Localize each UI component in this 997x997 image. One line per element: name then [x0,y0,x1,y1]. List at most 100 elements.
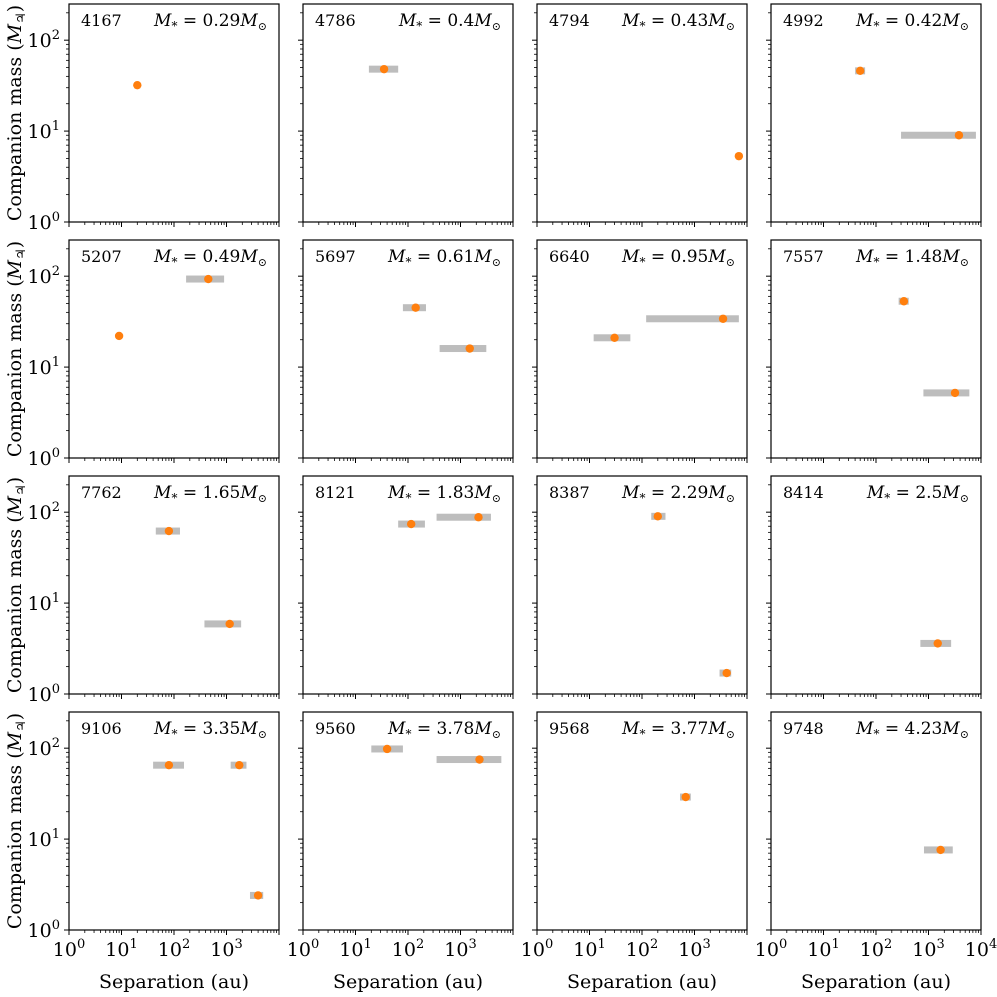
mass-unit-sub: ⊙ [726,256,735,269]
errorbar-7762 [204,620,242,628]
stellar-mass-label: M* = 0.95M⊙ [621,247,735,269]
mass-sub: * [639,491,645,505]
x-tick-label: 103 [912,937,944,961]
x-tick-label: 101 [339,937,371,961]
panel-8121: 8121 M* = 1.83M⊙ [298,475,514,699]
stellar-mass-label: M* = 3.77M⊙ [621,719,735,741]
mass-value: = 0.4 [422,11,474,31]
mass-sub: * [405,491,411,505]
y-tick-base: 10 [28,593,52,615]
mass-unit-sub: ⊙ [258,728,267,741]
panel-4794: 4794 M* = 0.43M⊙ [532,3,748,227]
panel-id-label: 5207 [81,247,122,266]
x-tick-base: 10 [678,939,702,961]
mass-sub: * [884,491,890,505]
y-tick-exp: 1 [52,119,60,134]
data-point-5697 [465,344,474,353]
mass-value: = 0.29 [177,11,240,31]
y-tick-exp: 2 [52,736,60,751]
mass-unit-sub: ⊙ [726,728,735,741]
ylabel-close: ) [4,5,26,12]
data-point-7762 [164,526,174,536]
x-tick-base: 10 [444,939,468,961]
ylabel-text: Companion mass ( [4,279,26,457]
data-point-9106 [235,760,244,770]
mass-sub: * [171,727,177,741]
mass-value: = 0.49 [177,247,240,267]
x-tick-base: 10 [807,939,831,961]
data-point-9560 [382,744,392,754]
y-tick-label: 101 [28,827,60,851]
data-point-7557 [899,297,909,306]
mass-sub: * [171,255,177,269]
x-tick-exp: 1 [129,937,137,952]
x-tick-label: 101 [573,937,605,961]
data-point-6640 [718,314,728,323]
y-tick-base: 10 [28,212,52,234]
stellar-mass-label: M* = 0.4M⊙ [398,11,501,33]
panel-id-label: 4992 [783,11,824,30]
ylabel-text: Companion mass ( [4,751,26,929]
mass-unit: M [239,247,258,267]
x-tick-exp: 3 [702,937,710,952]
mass-unit: M [239,483,258,503]
panel-frame [770,239,982,459]
ylabel-text: Companion mass ( [4,43,26,221]
y-axis-label: Companion mass (M♃) [4,477,29,693]
y-tick-exp: 0 [52,446,60,461]
ylabel-text: Companion mass ( [4,515,26,693]
mass-sub: * [639,19,645,33]
x-tick-label: 100 [53,937,85,961]
errorbar-9560 [436,756,502,764]
panel-frame [68,239,280,459]
mass-value: = 3.78 [411,719,474,739]
x-tick-base: 10 [521,939,545,961]
mass-value: = 3.35 [177,719,240,739]
mass-symbol: M [153,483,172,503]
mass-symbol: M [387,483,406,503]
x-tick-base: 10 [210,939,234,961]
y-tick-base: 10 [28,502,52,524]
mass-value: = 2.5 [890,483,942,503]
stellar-mass-label: M* = 2.5M⊙ [866,483,969,505]
panel-8387: 8387 M* = 2.29M⊙ [532,475,748,699]
mass-value: = 2.29 [645,483,708,503]
mass-symbol: M [387,719,406,739]
data-point-4992 [855,66,865,76]
panel-frame [536,475,748,695]
mass-symbol: M [398,11,417,31]
stellar-mass-label: M* = 4.23M⊙ [855,719,969,741]
x-tick-exp: 3 [468,937,476,952]
data-point-5697 [411,303,420,312]
mass-unit: M [473,247,492,267]
mass-sub: * [405,255,411,269]
data-point-4167 [133,80,142,90]
data-point-8387 [653,512,663,521]
x-tick-base: 10 [573,939,597,961]
ylabel-sub: ♃ [14,484,29,496]
y-tick-label: 102 [28,500,60,524]
mass-unit: M [941,483,960,503]
mass-symbol: M [866,483,885,503]
x-tick-label: 102 [158,937,190,961]
y-tick-label: 100 [28,210,60,234]
mass-sub: * [639,255,645,269]
x-tick-label: 102 [392,937,424,961]
ylabel-sub: ♃ [14,720,29,732]
x-tick-base: 10 [339,939,363,961]
x-tick-label: 100 [755,937,787,961]
mass-sub: * [873,727,879,741]
y-tick-label: 102 [28,264,60,288]
mass-unit-sub: ⊙ [492,20,501,33]
x-tick-exp: 0 [311,937,319,952]
mass-unit-sub: ⊙ [726,20,735,33]
mass-symbol: M [855,247,874,267]
mass-value: = 1.83 [411,483,474,503]
mass-unit: M [707,483,726,503]
y-tick-exp: 2 [52,28,60,43]
panel-frame [68,3,280,223]
